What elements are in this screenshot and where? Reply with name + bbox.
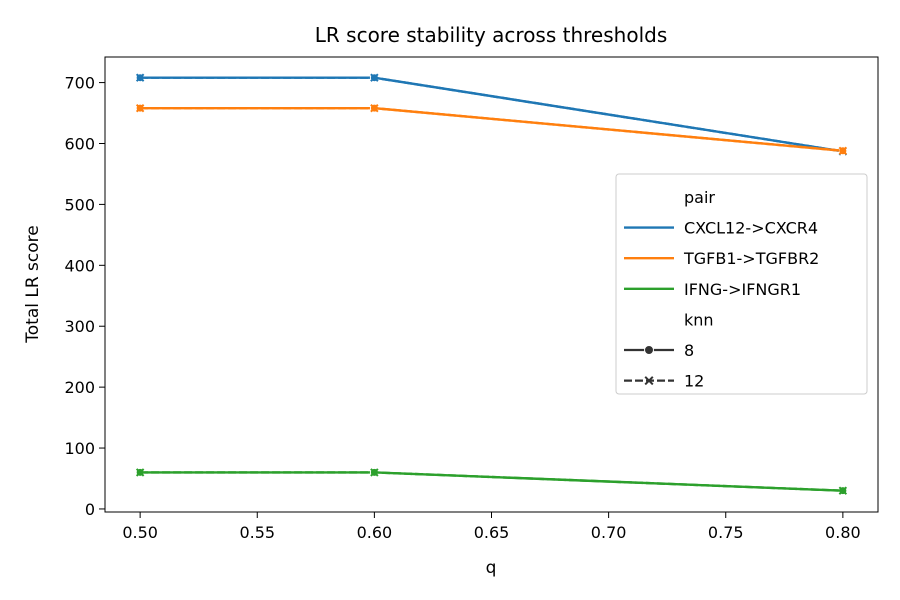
y-tick-label: 600 [64, 134, 95, 153]
series-group [135, 73, 848, 496]
x-tick-label: 0.65 [474, 523, 510, 542]
legend-style-label: 8 [684, 341, 694, 360]
y-tick-label: 700 [64, 74, 95, 93]
data-point-x [135, 103, 145, 113]
y-tick-label: 400 [64, 256, 95, 275]
data-point-x [370, 468, 379, 477]
legend-marker-circle [644, 345, 654, 355]
data-point-x [135, 73, 145, 82]
data-point-x [838, 146, 848, 156]
x-axis: 0.50 0.55 0.60 0.65 0.70 0.75 0.80 [122, 512, 861, 542]
y-tick-label: 300 [64, 317, 95, 336]
legend-marker-x [644, 376, 654, 386]
y-axis-label: Total LR score [23, 225, 43, 343]
legend-hue-title: pair [684, 188, 715, 207]
y-tick-label: 100 [64, 439, 95, 458]
x-tick-label: 0.60 [357, 523, 393, 542]
legend-box [615, 173, 868, 395]
data-point-x [838, 486, 848, 495]
data-point-x [370, 103, 379, 113]
series-line [140, 471, 843, 492]
x-tick-label: 0.75 [708, 523, 744, 542]
x-tick-label: 0.70 [591, 523, 627, 542]
legend-entry-label: TGFB1->TGFBR2 [683, 249, 819, 268]
series-line [140, 471, 843, 492]
series-line [140, 106, 843, 152]
y-axis: 0 100 200 300 400 500 600 700 [64, 74, 105, 519]
x-tick-label: 0.80 [825, 523, 861, 542]
data-point-x [135, 468, 145, 477]
legend-style-label: 12 [684, 372, 704, 391]
data-point-x [370, 73, 379, 82]
x-axis-label: q [486, 558, 497, 578]
x-tick-label: 0.55 [239, 523, 275, 542]
series-line [140, 106, 843, 152]
y-tick-label: 200 [64, 378, 95, 397]
legend: pair CXCL12->CXCR4 TGFB1->TGFBR2 IFNG->IFNG… [615, 173, 868, 395]
legend-entry-label: IFNG->IFNGR1 [684, 280, 801, 299]
legend-style-title: knn [684, 310, 714, 329]
y-tick-label: 0 [85, 500, 95, 519]
chart-title: LR score stability across thresholds [315, 23, 668, 47]
y-tick-label: 500 [64, 195, 95, 214]
x-tick-label: 0.50 [122, 523, 158, 542]
legend-entry-label: CXCL12->CXCR4 [684, 219, 818, 238]
